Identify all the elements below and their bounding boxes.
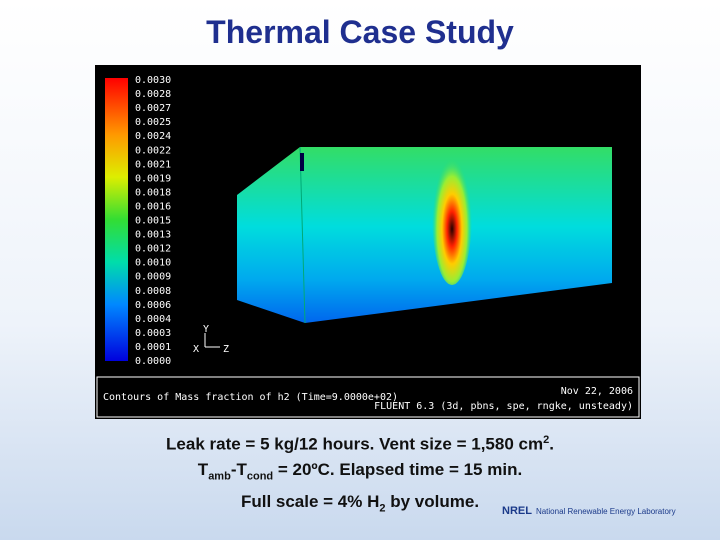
colorbar-label: 0.0015 [135,216,171,227]
colorbar-label: 0.0013 [135,230,171,241]
colorbar-label: 0.0010 [135,258,171,269]
footer-text: FLUENT 6.3 (3d, pbns, spe, rngke, unstea… [374,401,633,412]
slide-title: Thermal Case Study [206,14,514,50]
colorbar-label: 0.0004 [135,314,171,325]
logo-name: National Renewable Energy Laboratory [535,507,676,516]
contour-figure: 0.0030 0.0028 0.0027 0.0025 0.0024 0.0022 0.00… [95,65,641,419]
footer-text: Contours of Mass fraction of h2 (Time=9.… [103,392,398,403]
text: Full scale = 4% H [240,492,380,512]
colorbar-label: 0.0022 [135,145,171,156]
text: -T [230,459,247,479]
plume [432,145,472,285]
colorbar-label: 0.0030 [135,75,171,86]
axis-label: Y [203,324,209,335]
footer-text: Nov 22, 2006 [561,386,633,397]
caption-line: Tamb-Tcond = 20ºC. Elapsed time = 15 min… [0,457,720,489]
colorbar-label: 0.0024 [135,131,171,142]
colorbar [105,78,128,361]
sub: cond [246,470,274,483]
colorbar-labels: 0.0030 0.0028 0.0027 0.0025 0.0024 0.0022 0.00… [135,75,171,367]
colorbar-label: 0.0012 [135,244,171,255]
sub: 2 [379,502,386,515]
logo-mark: NREL [502,505,532,517]
caption-line: Full scale = 4% H2 by volume. [0,489,720,521]
colorbar-label: 0.0021 [135,159,171,170]
colorbar-label: 0.0006 [135,300,171,311]
colorbar-label: 0.0008 [135,286,171,297]
sub: amb [208,470,231,483]
colorbar-label: 0.0018 [135,187,171,198]
colorbar-label: 0.0001 [135,342,171,353]
text: . [549,434,554,454]
box-edge [299,146,306,324]
text: T [197,459,209,479]
vent [300,153,304,171]
colorbar-label: 0.0027 [135,103,171,114]
footer-frame [96,376,640,418]
text: Leak rate = 5 kg/12 hours. Vent size = 1… [166,434,544,454]
caption: Leak rate = 5 kg/12 hours. Vent size = 1… [0,428,720,521]
caption-line: Leak rate = 5 kg/12 hours. Vent size = 1… [0,428,720,457]
colorbar-label: 0.0025 [135,117,171,128]
colorbar-label: 0.0000 [135,356,171,367]
text: by volume. [385,492,480,512]
sup: 2 [543,434,550,446]
logo: NREL National Renewable Energy Laboratory [502,505,676,517]
text: = 20ºC. Elapsed time = 15 min. [273,459,523,479]
domain-box [237,147,612,323]
axis-label: Z [223,344,229,355]
colorbar-label: 0.0016 [135,201,171,212]
axis-label: X [193,344,199,355]
colorbar-label: 0.0009 [135,272,171,283]
colorbar-label: 0.0028 [135,89,171,100]
colorbar-label: 0.0019 [135,173,171,184]
colorbar-label: 0.0003 [135,328,171,339]
